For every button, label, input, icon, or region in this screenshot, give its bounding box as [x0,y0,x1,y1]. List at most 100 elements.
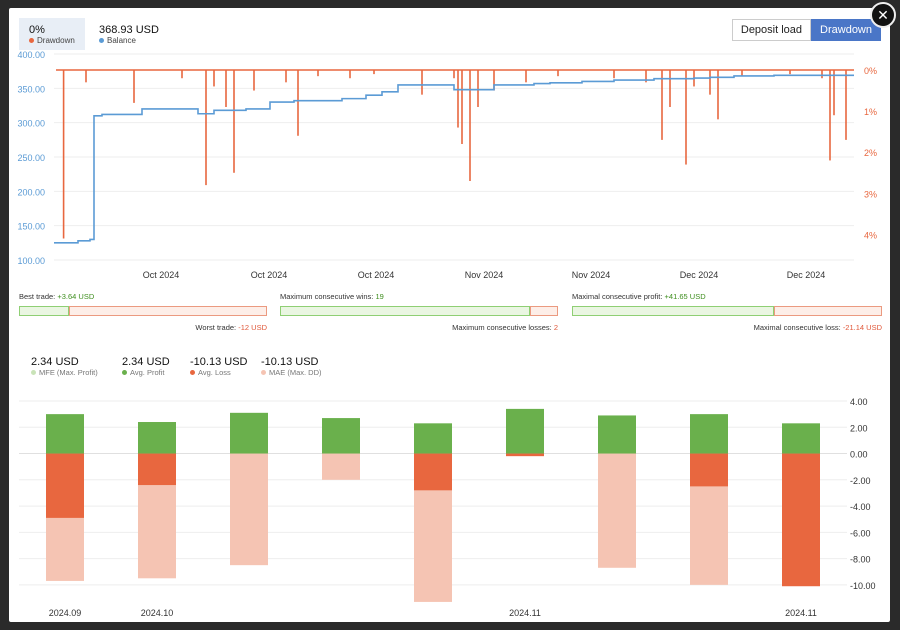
y-left-tick-label: 400.00 [17,50,45,60]
y-tick-label: -2.00 [850,476,871,486]
max-consec-loss-label: Maximal consecutive loss: [753,323,841,332]
drawdown-label: Drawdown [37,35,75,45]
drawdown-legend[interactable]: 0% Drawdown [19,18,85,50]
avg-profit-bar [46,414,84,454]
avg-profit-bar [598,415,636,454]
avg-loss-label: Avg. Loss [198,368,231,377]
chart-mode-tabs: Deposit load Drawdown [731,19,881,41]
mfe-dot-icon [31,370,36,375]
max-consec-wins-value: 19 [375,292,384,301]
avg-profit-bar [230,412,268,454]
y-left-tick-label: 200.00 [17,187,45,197]
consec-profit-loss-bar [572,306,882,316]
x-tick-label: Oct 2024 [358,270,395,280]
mae-legend[interactable]: -10.13 USD MAE (Max. DD) [261,356,322,377]
consec-loss-segment [773,306,882,316]
mfe-legend[interactable]: 2.34 USD MFE (Max. Profit) [31,356,98,377]
worst-trade-stat: Worst trade: -12 USD [195,323,267,332]
y-right-tick-label: 4% [864,230,877,240]
avg-loss-bar [506,453,544,457]
consec-wins-segment [280,306,531,316]
tab-drawdown[interactable]: Drawdown [811,19,881,41]
report-panel: ✕ 0% Drawdown 368.93 USD Balance Deposit… [9,2,896,622]
balance-drawdown-chart: 400.00 350.00 300.00 250.00 200.00 150.00 100.… [17,50,877,280]
avg-loss-bar [782,453,820,587]
worst-trade-value: -12 USD [238,323,267,332]
x-tick-label: 2024.09 [49,608,82,618]
worst-trade-label: Worst trade: [195,323,237,332]
avg-loss-bar [414,453,452,491]
avg-profit-bar [138,422,176,454]
y-left-tick-label: 350.00 [17,84,45,94]
y-tick-label: 4.00 [850,397,868,407]
best-trade-stat: Best trade: +3.64 USD [19,292,94,301]
avg-profit-bar [506,408,544,454]
avg-loss-legend[interactable]: -10.13 USD Avg. Loss [190,356,247,377]
avg-profit-dot-icon [122,370,127,375]
avg-profit-bar [690,414,728,454]
avg-loss-value: -10.13 USD [190,356,248,368]
worst-trade-segment [68,306,267,316]
consec-wins-losses-bar [280,306,558,316]
best-trade-segment [19,306,69,316]
avg-profit-value: 2.34 USD [122,356,170,368]
y-left-tick-label: 100.00 [17,256,45,266]
balance-label: Balance [107,35,136,45]
y-left-tick-label: 250.00 [17,153,45,163]
x-tick-label: Dec 2024 [680,270,719,280]
best-trade-value: +3.64 USD [57,292,95,301]
y-tick-label: -4.00 [850,502,871,512]
y-left-tick-label: 300.00 [17,119,45,129]
drawdown-value: 0% [29,23,45,36]
max-consec-losses-label: Maximum consecutive losses: [452,323,552,332]
avg-profit-bar [414,423,452,454]
x-tick-label: Dec 2024 [787,270,826,280]
max-consec-losses-value: 2 [553,323,558,332]
y-tick-label: 2.00 [850,423,868,433]
mae-bar [322,453,360,480]
best-trade-label: Best trade: [19,292,56,301]
x-tick-label: Nov 2024 [572,270,611,280]
y-right-tick-label: 3% [864,189,877,199]
y-tick-label: 0.00 [850,450,868,460]
balance-dot-icon [99,37,104,43]
y-tick-label: -6.00 [850,528,871,538]
x-tick-label: 2024.11 [509,608,541,618]
mae-bar [230,453,268,566]
mae-bar [598,453,636,568]
y-tick-label: -10.00 [850,581,876,591]
mfe-label: MFE (Max. Profit) [39,368,98,377]
max-consec-wins-label: Maximum consecutive wins: [280,292,374,301]
max-consec-loss-stat: Maximal consecutive loss: -21.14 USD [754,323,882,332]
y-right-tick-label: 0% [864,66,877,76]
max-consec-profit-label: Maximal consecutive profit: [572,292,663,301]
avg-loss-bar [690,453,728,487]
mfe-mae-chart: 4.00 2.00 0.00 -2.00 -4.00 -6.00 -8.00 -10.00 20… [19,397,876,618]
y-tick-label: -8.00 [850,555,871,565]
avg-loss-bar [46,453,84,518]
x-tick-label: Oct 2024 [143,270,180,280]
avg-profit-bar [782,423,820,454]
tab-deposit-load[interactable]: Deposit load [731,19,812,41]
mae-value: -10.13 USD [261,356,319,368]
best-worst-bar [19,306,267,316]
balance-line [54,74,854,244]
max-consec-wins-stat: Maximum consecutive wins: 19 [280,292,384,301]
avg-profit-legend[interactable]: 2.34 USD Avg. Profit [122,356,170,377]
avg-loss-dot-icon [190,370,195,375]
x-tick-label: 2024.10 [141,608,174,618]
drawdown-dot-icon [29,37,34,43]
max-consec-loss-value: -21.14 USD [842,323,882,332]
close-icon[interactable]: ✕ [870,2,896,28]
mfe-value: 2.34 USD [31,356,79,368]
x-tick-label: Nov 2024 [465,270,504,280]
avg-profit-label: Avg. Profit [130,368,165,377]
balance-legend[interactable]: 368.93 USD Balance [89,18,169,50]
max-consec-profit-stat: Maximal consecutive profit: +41.65 USD [572,292,706,301]
mae-dot-icon [261,370,266,375]
max-consec-losses-stat: Maximum consecutive losses: 2 [452,323,558,332]
y-right-tick-label: 2% [864,148,877,158]
mae-label: MAE (Max. DD) [269,368,322,377]
consec-losses-segment [530,306,558,316]
avg-loss-bar [138,453,176,486]
